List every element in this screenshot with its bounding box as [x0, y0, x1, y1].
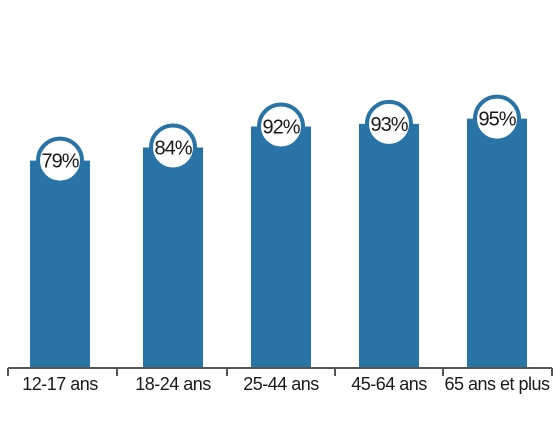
- tick-label-1: 12-17 ans: [22, 374, 98, 394]
- bar-4: [359, 123, 419, 368]
- value-badge-5: [473, 94, 521, 143]
- value-badges: 79% 84% 92% 93% 95%: [36, 94, 521, 185]
- tick-label-5: 65 ans et plus: [444, 374, 550, 394]
- data-label-1: 79%: [41, 151, 79, 173]
- bar-3: [251, 126, 311, 368]
- data-label-3: 92%: [262, 117, 300, 139]
- tick-label-4: 45-64 ans: [351, 374, 427, 394]
- bar-5: [467, 118, 527, 368]
- tick-label-3: 25-44 ans: [243, 374, 319, 394]
- bar-1: [30, 160, 90, 368]
- category-labels: 12-17 ans 18-24 ans 25-44 ans 45-64 ans 65 a…: [22, 374, 550, 394]
- value-badge-4: [365, 99, 413, 148]
- value-badge-2: [149, 123, 197, 172]
- value-badge-3: [257, 102, 305, 151]
- bars-layer: [30, 118, 527, 368]
- data-label-4: 93%: [370, 114, 408, 136]
- data-label-2: 84%: [154, 138, 192, 160]
- data-label-5: 95%: [478, 109, 516, 131]
- bar-2: [143, 147, 203, 368]
- tick-label-2: 18-24 ans: [135, 374, 211, 394]
- x-axis: [7, 367, 553, 376]
- value-badge-1: [36, 136, 84, 185]
